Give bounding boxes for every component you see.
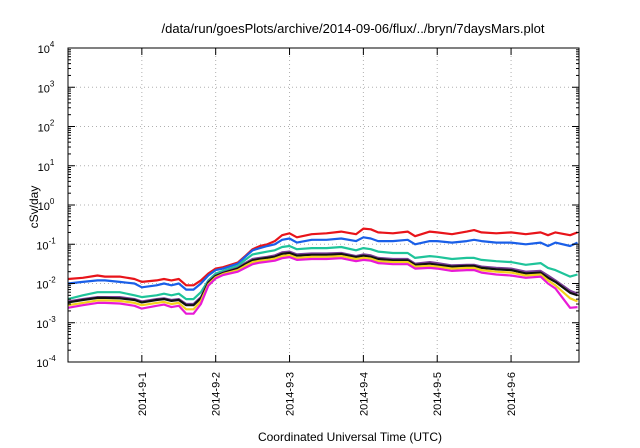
y-tick-label: 10-3 [36,315,56,331]
series-line-6 [67,254,578,311]
x-tick-label: 2014-9-4 [358,372,370,416]
y-tick-label: 10-2 [36,276,56,292]
y-axis-label: cSv/day [27,186,41,229]
y-tick-exponent: -3 [49,315,57,324]
y-tick-exponent: 2 [50,119,55,128]
x-tick-label: 2014-9-2 [211,372,223,416]
series-line-2 [67,236,578,291]
y-tick-exponent: 3 [50,79,55,88]
y-tick-exponent: 0 [50,197,55,206]
series-line-7 [67,256,578,315]
y-tick-label: 102 [38,119,55,135]
series-line-3 [67,244,578,301]
y-tick-label: 103 [38,79,55,95]
y-tick-exponent: 1 [50,158,55,167]
y-tick-label: 101 [38,158,55,174]
series-line-5 [67,251,578,307]
y-tick-exponent: 4 [50,40,55,49]
x-tick-label: 2014-9-3 [285,372,297,416]
x-tick-label: 2014-9-1 [137,372,149,416]
y-tick-exponent: -2 [49,276,57,285]
series-group [67,227,578,315]
x-tick-label: 2014-9-5 [432,372,444,416]
y-tick-exponent: -4 [49,354,57,363]
chart-title: /data/run/goesPlots/archive/2014-09-06/f… [162,21,545,36]
series-line-1 [67,227,578,287]
y-tick-label: 10-1 [36,236,56,252]
grid [68,48,579,362]
x-tick-label: 2014-9-6 [506,372,518,416]
y-tick-label: 100 [38,197,55,213]
y-tick-label: 10-4 [36,354,56,370]
y-tick-exponent: -1 [49,236,57,245]
y-tick-label: 104 [38,40,55,56]
x-axis-label: Coordinated Universal Time (UTC) [258,430,442,444]
